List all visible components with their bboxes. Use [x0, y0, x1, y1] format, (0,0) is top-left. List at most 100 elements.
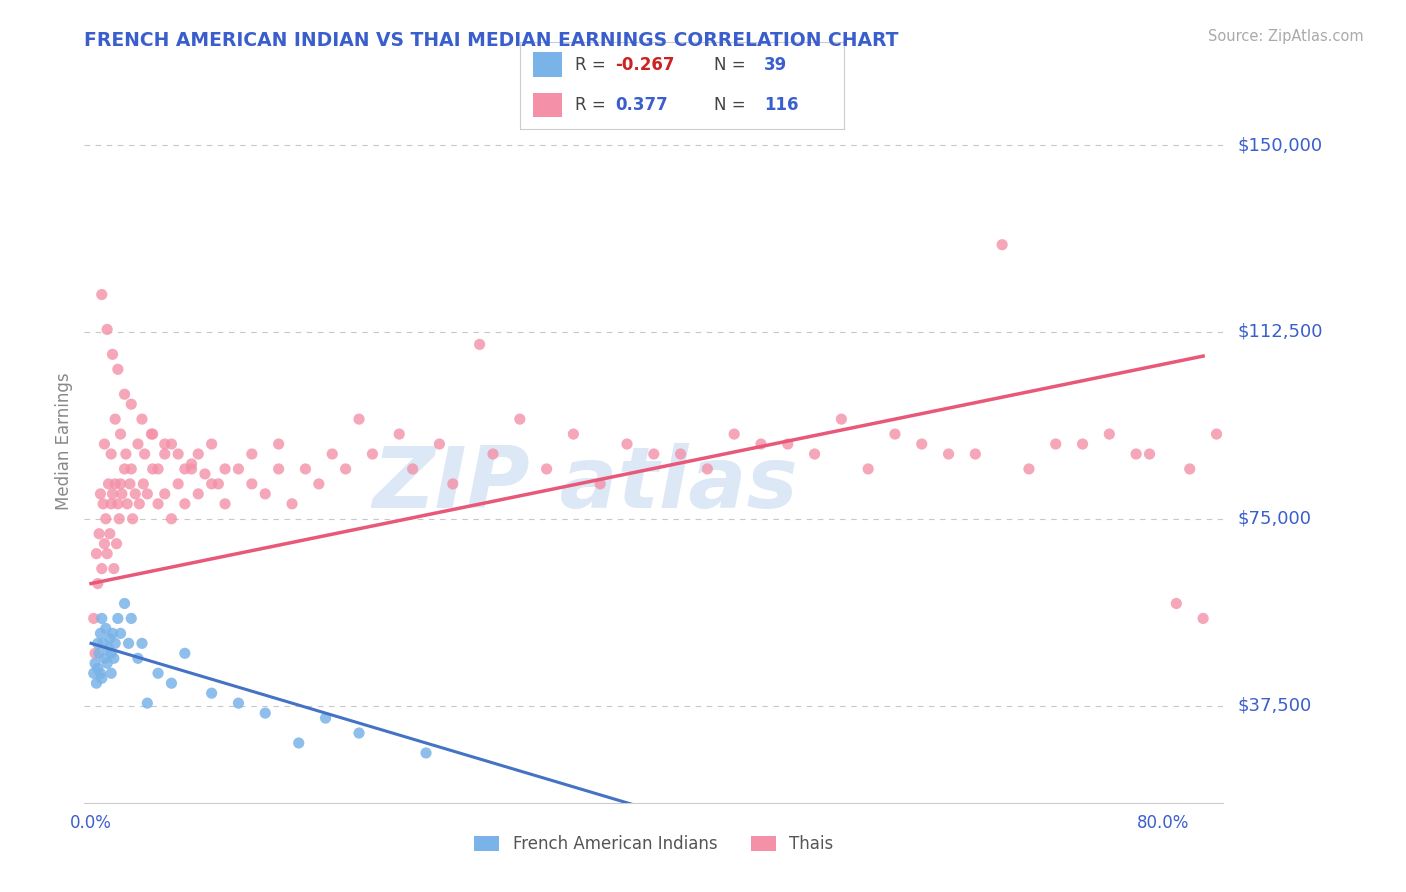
- Point: [111, 487, 134, 501]
- Point: [86, 547, 108, 561]
- Text: 116: 116: [765, 95, 799, 114]
- Point: [153, 437, 176, 451]
- Point: [131, 412, 153, 426]
- Point: [87, 526, 110, 541]
- Point: [207, 476, 229, 491]
- Point: [468, 337, 491, 351]
- Y-axis label: Median Earnings: Median Earnings: [55, 373, 73, 510]
- Point: [121, 512, 143, 526]
- Point: [100, 666, 122, 681]
- Point: [160, 676, 183, 690]
- Point: [114, 387, 136, 401]
- Point: [142, 427, 165, 442]
- Point: [267, 462, 290, 476]
- Point: [120, 397, 142, 411]
- Point: [124, 487, 146, 501]
- Point: [335, 462, 357, 476]
- Point: [315, 711, 337, 725]
- Point: [115, 497, 138, 511]
- Point: [536, 462, 558, 476]
- Point: [201, 476, 224, 491]
- Point: [93, 651, 115, 665]
- Point: [167, 476, 190, 491]
- FancyBboxPatch shape: [533, 93, 562, 117]
- Point: [100, 646, 122, 660]
- Point: [254, 706, 277, 720]
- Point: [589, 476, 612, 491]
- Point: [167, 447, 190, 461]
- Point: [1192, 611, 1215, 625]
- Point: [89, 626, 111, 640]
- Point: [94, 512, 117, 526]
- Point: [160, 512, 183, 526]
- Point: [120, 462, 142, 476]
- Point: [201, 437, 224, 451]
- Point: [1178, 462, 1201, 476]
- Point: [105, 537, 128, 551]
- Text: ZIP atlas: ZIP atlas: [373, 443, 799, 526]
- Point: [108, 512, 131, 526]
- Point: [134, 447, 156, 461]
- Point: [187, 487, 209, 501]
- Point: [114, 462, 136, 476]
- Text: FRENCH AMERICAN INDIAN VS THAI MEDIAN EARNINGS CORRELATION CHART: FRENCH AMERICAN INDIAN VS THAI MEDIAN EA…: [84, 31, 898, 50]
- Point: [347, 726, 370, 740]
- Point: [91, 636, 114, 650]
- Point: [696, 462, 718, 476]
- Point: [128, 497, 150, 511]
- Point: [281, 497, 304, 511]
- Point: [146, 666, 169, 681]
- Point: [1018, 462, 1040, 476]
- Text: $75,000: $75,000: [1237, 509, 1312, 528]
- Point: [160, 437, 183, 451]
- Point: [294, 462, 316, 476]
- Point: [830, 412, 852, 426]
- Point: [90, 287, 112, 301]
- Point: [96, 547, 118, 561]
- Point: [194, 467, 217, 481]
- Point: [89, 666, 111, 681]
- Point: [723, 427, 745, 442]
- Point: [118, 476, 141, 491]
- Point: [173, 646, 195, 660]
- Point: [441, 476, 464, 491]
- Point: [965, 447, 987, 461]
- Point: [87, 636, 110, 650]
- Point: [776, 437, 799, 451]
- Point: [96, 322, 118, 336]
- Point: [173, 497, 195, 511]
- Text: N =: N =: [714, 55, 751, 74]
- Point: [267, 437, 290, 451]
- Point: [101, 347, 124, 361]
- Text: -0.267: -0.267: [616, 55, 675, 74]
- Point: [104, 636, 127, 650]
- Point: [136, 696, 159, 710]
- Point: [107, 611, 129, 625]
- Point: [98, 526, 121, 541]
- Point: [938, 447, 960, 461]
- Point: [87, 576, 110, 591]
- Point: [669, 447, 692, 461]
- Point: [87, 646, 110, 660]
- Point: [89, 487, 111, 501]
- Point: [117, 636, 139, 650]
- Point: [127, 651, 149, 665]
- Point: [287, 736, 309, 750]
- Point: [100, 447, 122, 461]
- Point: [103, 651, 125, 665]
- Point: [308, 476, 330, 491]
- Point: [749, 437, 772, 451]
- Point: [1205, 427, 1227, 442]
- Point: [153, 447, 176, 461]
- Point: [146, 462, 169, 476]
- Point: [110, 626, 132, 640]
- Point: [131, 636, 153, 650]
- Point: [401, 462, 423, 476]
- Text: Source: ZipAtlas.com: Source: ZipAtlas.com: [1208, 29, 1364, 44]
- Point: [132, 476, 155, 491]
- Point: [616, 437, 638, 451]
- Point: [83, 611, 105, 625]
- Point: [884, 427, 907, 442]
- Point: [187, 447, 209, 461]
- Point: [856, 462, 879, 476]
